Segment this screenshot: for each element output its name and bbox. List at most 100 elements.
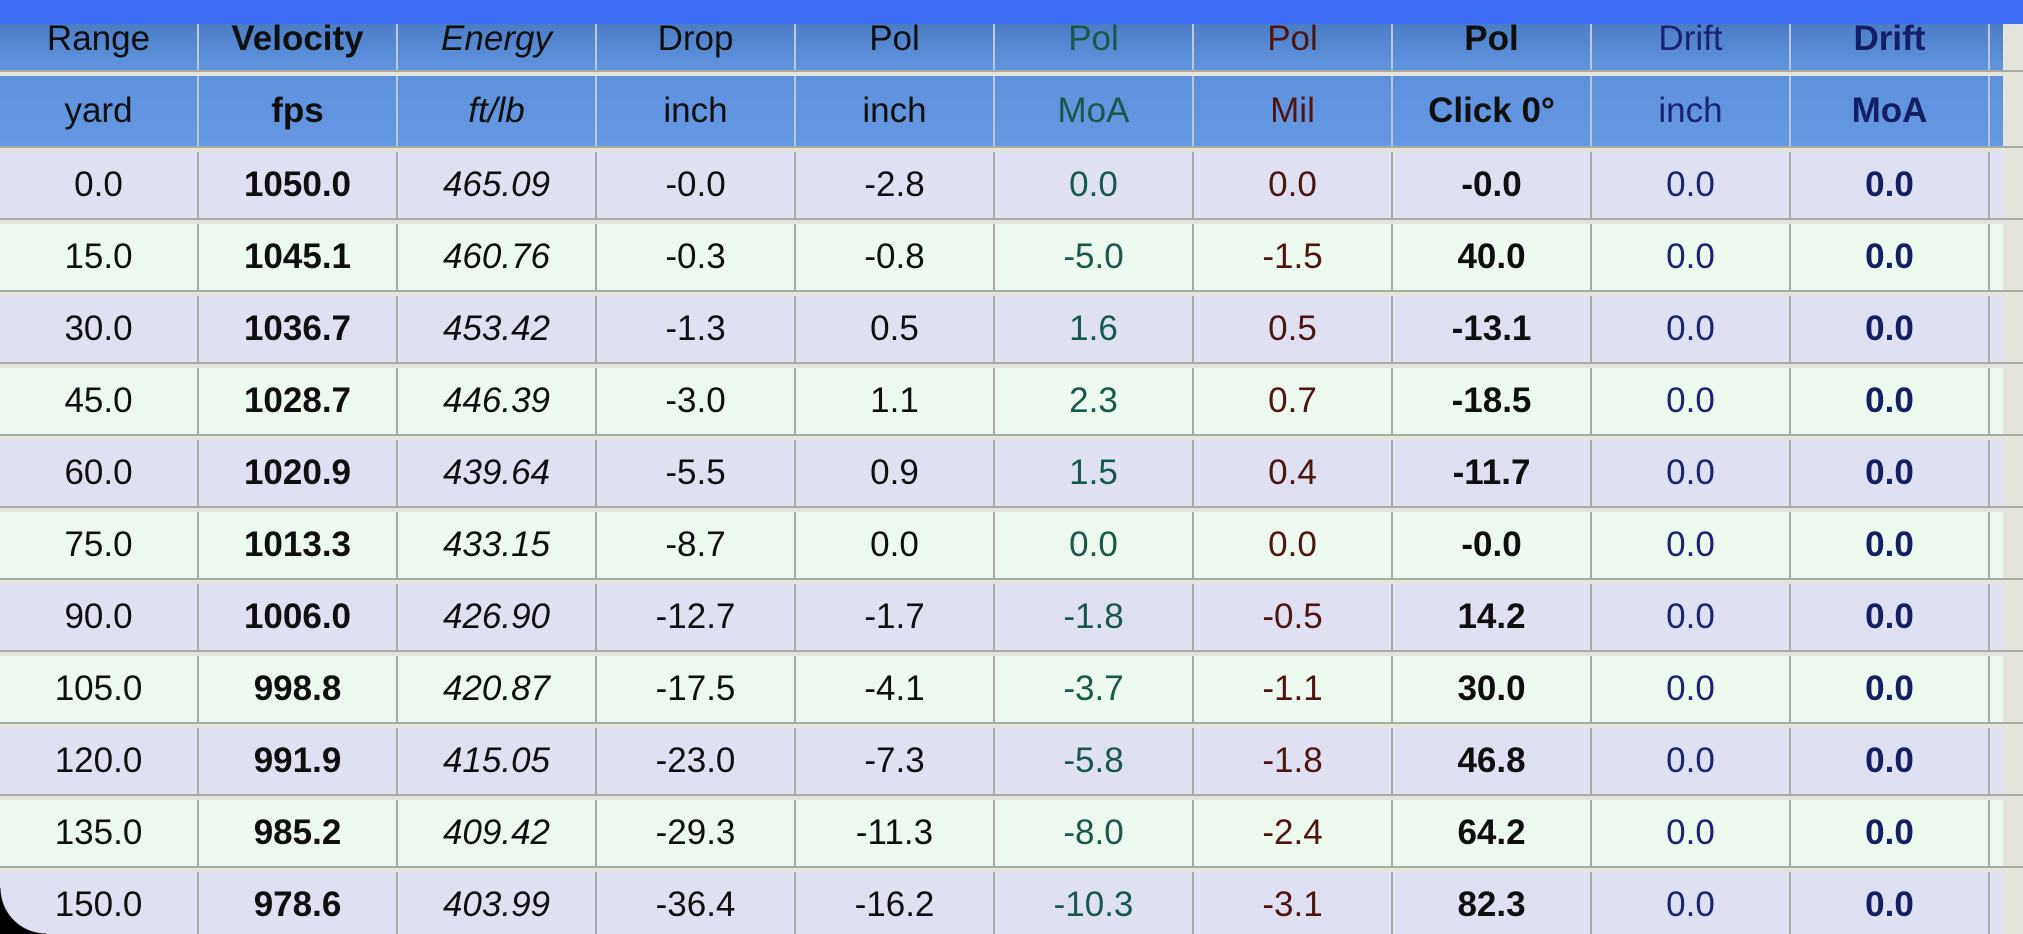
table-row[interactable]: 60.0 1020.9 439.64 -5.5 0.9 1.5 0.4 -11.7 0.0 0.0 [0,440,2023,508]
cell-pol_moa: 1.5 [995,440,1194,506]
cell-pol_mil: -3.1 [1194,872,1393,934]
cell-pol_moa: 1.6 [995,296,1194,362]
cell-pol_click: -18.5 [1393,368,1592,434]
cell-range: 0.0 [0,152,199,218]
cell-pol_inch: 1.1 [796,368,995,434]
table-row[interactable]: 30.0 1036.7 453.42 -1.3 0.5 1.6 0.5 -13.1 0.0 0.0 [0,296,2023,364]
cell-pol_click-label: -0.0 [1461,525,1522,564]
table-row[interactable]: 150.0 978.6 403.99 -36.4 -16.2 -10.3 -3.1 82.3 0… [0,872,2023,934]
cell-pol_inch: -11.3 [796,800,995,866]
unit-pol_inch-label: inch [862,91,927,130]
cell-drop-label: -0.3 [665,237,726,276]
cell-pol_click-label: -18.5 [1451,381,1532,420]
cell-energy-label: 403.99 [442,885,551,924]
cell-velocity: 1050.0 [199,152,398,218]
clipped-column-unit [1990,76,2003,146]
cell-range-label: 105.0 [54,669,143,708]
unit-pol_mil-label: Mil [1270,91,1315,130]
cell-drift_moa: 0.0 [1791,368,1990,434]
clipped-column-cell [1990,656,2003,722]
cell-drop-label: -17.5 [655,669,736,708]
cell-range-label: 120.0 [54,741,143,780]
cell-drop: -29.3 [597,800,796,866]
header-pol_moa-label: Pol [1068,24,1119,58]
cell-drift_inch: 0.0 [1592,584,1791,650]
table-row[interactable]: 135.0 985.2 409.42 -29.3 -11.3 -8.0 -2.4 64.2 0.… [0,800,2023,868]
cell-pol_click-label: 40.0 [1457,237,1526,276]
unit-energy-label: ft/lb [468,91,525,130]
cell-pol_inch: -16.2 [796,872,995,934]
table-row[interactable]: 45.0 1028.7 446.39 -3.0 1.1 2.3 0.7 -18.5 0.0 0.0 [0,368,2023,436]
cell-energy: 453.42 [398,296,597,362]
cell-pol_moa: -5.8 [995,728,1194,794]
cell-pol_click: -13.1 [1393,296,1592,362]
table-row[interactable]: 15.0 1045.1 460.76 -0.3 -0.8 -5.0 -1.5 40.0 0.0 0… [0,224,2023,292]
cell-range: 90.0 [0,584,199,650]
cell-pol_moa-label: -1.8 [1063,597,1124,636]
cell-pol_mil-label: 0.5 [1268,309,1317,348]
cell-drift_moa-label: 0.0 [1865,309,1914,348]
table-row[interactable]: 90.0 1006.0 426.90 -12.7 -1.7 -1.8 -0.5 14.2 0.0… [0,584,2023,652]
cell-pol_click-label: 30.0 [1457,669,1526,708]
cell-energy: 426.90 [398,584,597,650]
header-pol_mil-label: Pol [1267,24,1318,58]
cell-energy-label: 426.90 [442,597,551,636]
cell-range: 150.0 [0,872,199,934]
cell-pol_click-label: 82.3 [1457,885,1526,924]
header-drift_inch-label: Drift [1658,24,1723,58]
cell-drop-label: -29.3 [655,813,736,852]
cell-pol_mil-label: -3.1 [1262,885,1323,924]
cell-drift_inch: 0.0 [1592,296,1791,362]
cell-velocity: 998.8 [199,656,398,722]
clipped-column-cell [1990,872,2003,934]
cell-velocity: 978.6 [199,872,398,934]
table-row[interactable]: 0.0 1050.0 465.09 -0.0 -2.8 0.0 0.0 -0.0 0.0 0.0 [0,152,2023,220]
cell-pol_inch-label: 0.0 [870,525,919,564]
cell-pol_mil: -1.1 [1194,656,1393,722]
header-pol_inch: Pol [796,24,995,70]
cell-energy-label: 439.64 [442,453,551,492]
cell-pol_click-label: 46.8 [1457,741,1526,780]
clipped-column-cell [1990,728,2003,794]
cell-range-label: 30.0 [64,309,133,348]
cell-drift_moa-label: 0.0 [1865,453,1914,492]
cell-energy: 460.76 [398,224,597,290]
clipped-column-cell [1990,296,2003,362]
cell-drop: -0.0 [597,152,796,218]
header-range: Range [0,24,199,70]
table-row[interactable]: 105.0 998.8 420.87 -17.5 -4.1 -3.7 -1.1 30.0 0.0… [0,656,2023,724]
cell-velocity-label: 978.6 [253,885,342,924]
cell-pol_inch-label: -4.1 [864,669,925,708]
cell-pol_inch-label: 1.1 [870,381,919,420]
cell-velocity-label: 991.9 [253,741,342,780]
cell-drop-label: -3.0 [665,381,726,420]
table-row[interactable]: 120.0 991.9 415.05 -23.0 -7.3 -5.8 -1.8 46.8 0.0… [0,728,2023,796]
cell-pol_inch: 0.9 [796,440,995,506]
cell-velocity-label: 1036.7 [243,309,352,348]
cell-drift_moa: 0.0 [1791,728,1990,794]
cell-velocity-label: 1050.0 [243,165,352,204]
unit-pol_click-label: Click 0° [1428,91,1555,130]
cell-pol_mil-label: -2.4 [1262,813,1323,852]
cell-drop: -23.0 [597,728,796,794]
cell-drift_moa: 0.0 [1791,224,1990,290]
cell-drop: -3.0 [597,368,796,434]
cell-pol_click: -0.0 [1393,152,1592,218]
cell-drift_moa: 0.0 [1791,584,1990,650]
unit-drift_inch-label: inch [1658,91,1723,130]
cell-energy-label: 409.42 [442,813,551,852]
cell-drift_moa: 0.0 [1791,656,1990,722]
table-row[interactable]: 75.0 1013.3 433.15 -8.7 0.0 0.0 0.0 -0.0 0.0 0.0 [0,512,2023,580]
cell-drift_moa: 0.0 [1791,872,1990,934]
cell-drift_inch-label: 0.0 [1666,453,1715,492]
cell-drift_moa: 0.0 [1791,440,1990,506]
cell-range-label: 135.0 [54,813,143,852]
cell-pol_moa: -10.3 [995,872,1194,934]
cell-pol_inch: 0.5 [796,296,995,362]
clipped-column-cell [1990,584,2003,650]
cell-pol_moa-label: 0.0 [1069,165,1118,204]
header-drop-label: Drop [657,24,734,58]
cell-pol_inch-label: -1.7 [864,597,925,636]
unit-drop: inch [597,76,796,146]
unit-pol_moa-label: MoA [1057,91,1130,130]
